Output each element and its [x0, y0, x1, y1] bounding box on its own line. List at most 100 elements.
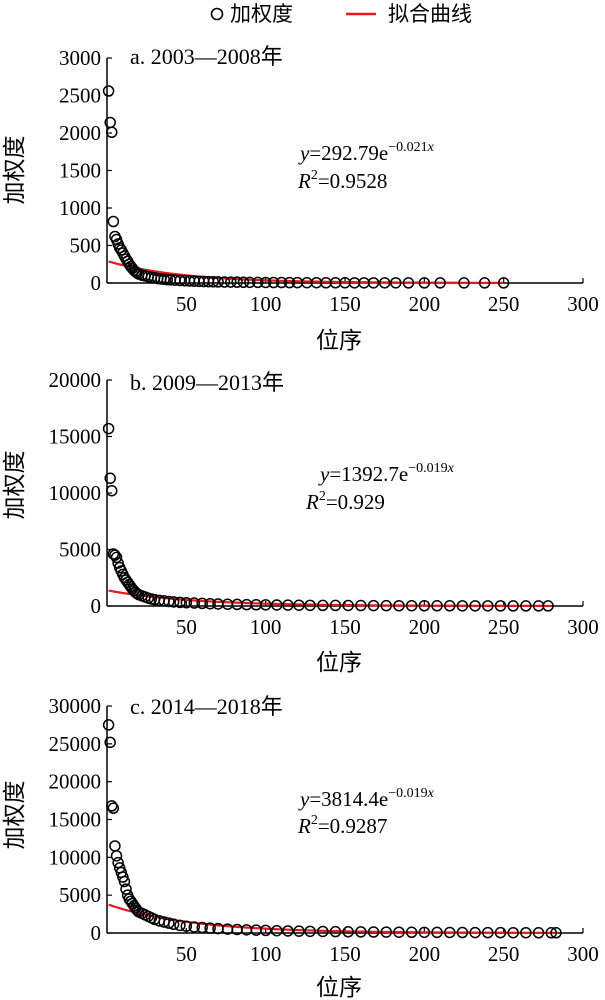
panel-title: b. 2009—2013年 — [130, 370, 284, 395]
data-point — [317, 925, 329, 938]
data-point — [112, 856, 124, 869]
data-point — [550, 927, 562, 939]
data-point — [304, 599, 316, 612]
data-point — [456, 926, 469, 939]
y-tick-label: 2500 — [59, 84, 101, 108]
x-tick-label: 50 — [176, 942, 197, 966]
data-point — [102, 85, 115, 97]
y-tick-label: 0 — [91, 921, 102, 945]
data-point — [458, 277, 470, 289]
data-point — [434, 277, 446, 289]
y-tick-label: 15000 — [49, 808, 102, 832]
data-point — [120, 883, 132, 895]
data-point — [494, 600, 507, 612]
data-point — [545, 927, 558, 939]
data-point — [494, 926, 507, 939]
data-point — [431, 926, 443, 939]
data-point — [390, 277, 402, 289]
data-point — [378, 277, 391, 289]
x-tick-label: 200 — [409, 942, 441, 966]
fit-equation: y=292.79e−0.021x — [298, 140, 435, 165]
legend-points-marker — [210, 7, 224, 21]
y-tick-label: 10000 — [49, 845, 102, 869]
data-point — [342, 926, 354, 938]
x-tick-label: 100 — [250, 615, 282, 639]
data-point — [497, 277, 510, 289]
x-tick-label: 100 — [250, 292, 282, 316]
data-point — [380, 599, 393, 612]
panel-title: c. 2014—2018年 — [130, 694, 283, 719]
data-point — [329, 925, 342, 938]
data-point — [167, 596, 180, 608]
data-point — [110, 850, 123, 862]
data-point — [271, 924, 283, 937]
data-point — [317, 599, 329, 612]
data-point — [355, 599, 367, 612]
data-point — [259, 276, 272, 289]
data-point — [167, 918, 180, 931]
x-tick-label: 150 — [329, 292, 361, 316]
x-axis-label: 位序 — [316, 328, 362, 354]
x-tick-label: 300 — [567, 615, 599, 639]
data-point — [259, 599, 272, 611]
data-point — [520, 600, 532, 612]
data-point — [478, 277, 491, 289]
r-squared: R2=0.929 — [305, 489, 385, 514]
legend-fit-label: 拟合曲线 — [388, 2, 472, 26]
data-point — [405, 926, 418, 939]
data-point — [174, 596, 186, 609]
data-point — [282, 925, 294, 937]
y-axis-label: 加权度 — [2, 781, 28, 850]
data-point — [482, 926, 494, 939]
data-point — [443, 600, 456, 612]
data-point — [102, 719, 115, 731]
y-tick-label: 5000 — [59, 883, 101, 907]
data-point — [405, 599, 418, 612]
data-point — [443, 926, 456, 939]
y-tick-label: 20000 — [49, 368, 102, 392]
y-tick-label: 0 — [91, 594, 102, 618]
data-point — [418, 600, 431, 612]
y-tick-label: 30000 — [49, 694, 102, 718]
data-point — [204, 922, 216, 934]
data-point — [431, 600, 443, 612]
y-tick-label: 15000 — [49, 425, 102, 449]
data-point — [118, 875, 131, 888]
data-point — [107, 802, 120, 814]
data-point — [107, 548, 120, 560]
data-point — [367, 599, 380, 612]
data-point — [507, 926, 519, 939]
r-squared: R2=0.9287 — [297, 813, 387, 838]
y-tick-label: 20000 — [49, 770, 102, 794]
data-point — [520, 926, 532, 939]
data-point — [380, 926, 393, 938]
y-tick-label: 25000 — [49, 732, 102, 756]
data-point — [104, 472, 116, 485]
data-point — [207, 276, 220, 288]
data-point — [106, 126, 118, 138]
data-point — [196, 921, 208, 934]
x-axis-label: 位序 — [316, 975, 362, 1000]
x-tick-label: 200 — [409, 292, 441, 316]
data-point — [293, 925, 305, 937]
x-tick-label: 100 — [250, 942, 282, 966]
data-point — [282, 599, 294, 611]
x-tick-label: 150 — [329, 942, 361, 966]
data-point — [212, 276, 224, 288]
data-point — [129, 586, 142, 599]
x-tick-label: 300 — [567, 292, 599, 316]
data-point — [102, 422, 115, 435]
data-point — [106, 484, 118, 497]
fit-equation: y=3814.4e−0.019x — [298, 786, 435, 811]
data-point — [393, 599, 405, 612]
data-point — [250, 599, 262, 611]
y-tick-label: 2000 — [59, 121, 101, 145]
data-point — [507, 600, 519, 612]
data-point — [393, 926, 405, 938]
data-point — [402, 277, 415, 289]
data-point — [180, 596, 193, 609]
data-point — [129, 266, 142, 278]
data-point — [163, 917, 175, 929]
data-point — [240, 598, 253, 611]
data-point — [231, 598, 243, 611]
